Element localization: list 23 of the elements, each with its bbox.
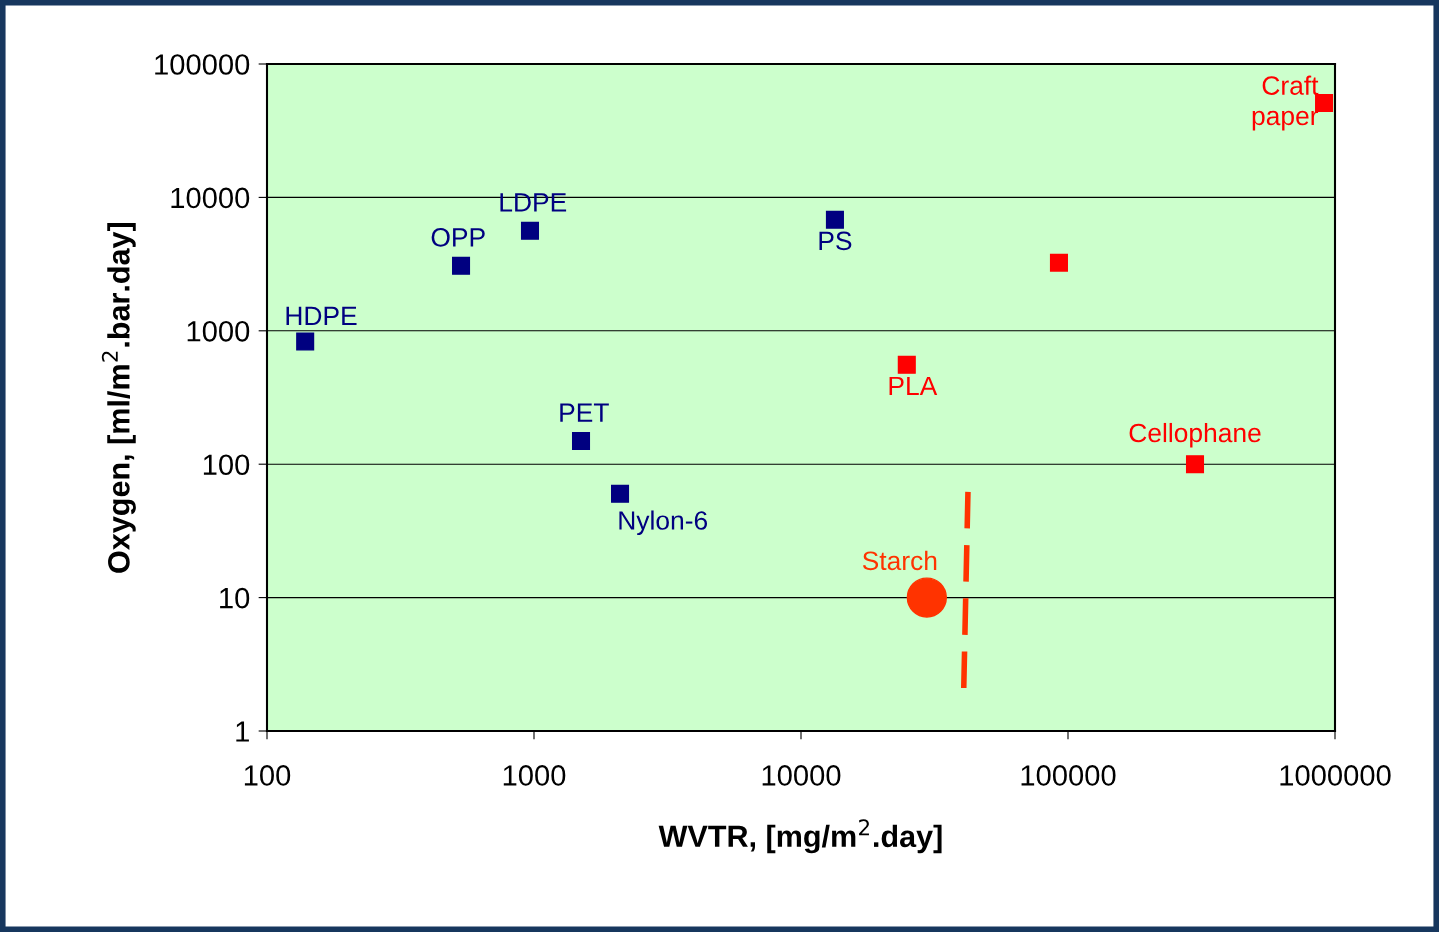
y-tick-label: 1000 (187, 321, 250, 342)
series-label: Nylon-6 (619, 510, 708, 536)
y-axis-title: Oxygen, [ml/m$^{2}$.bar.day] (101, 223, 136, 573)
x-tick-label: 1000000 (1280, 765, 1391, 786)
y-tick-label: 10000 (171, 187, 250, 209)
x-tick-label: 1000 (503, 765, 566, 786)
y-tick-label: 1 (236, 721, 249, 742)
y-tick-label: 10 (220, 587, 250, 609)
series-label: Craft paper (1252, 75, 1319, 131)
series-label: LDPE (500, 193, 567, 212)
series-label: Starch (862, 550, 937, 571)
series-label: OPP (431, 228, 485, 247)
x-tick-label: 100000 (1021, 765, 1116, 786)
series-label: PLA (889, 376, 938, 396)
series-label: PS (819, 231, 852, 251)
y-tick-label: 100 (203, 454, 250, 476)
series-label: Cellophane (1129, 422, 1261, 448)
x-tick-label: 10000 (762, 765, 841, 786)
y-tick-label: 100000 (155, 54, 250, 75)
x-axis-title: WVTR, [mg/m$^{2}$.day] (658, 819, 942, 854)
x-tick-label: 100 (244, 765, 291, 786)
series-label: PET (560, 403, 609, 422)
series-label: HDPE (286, 306, 357, 326)
